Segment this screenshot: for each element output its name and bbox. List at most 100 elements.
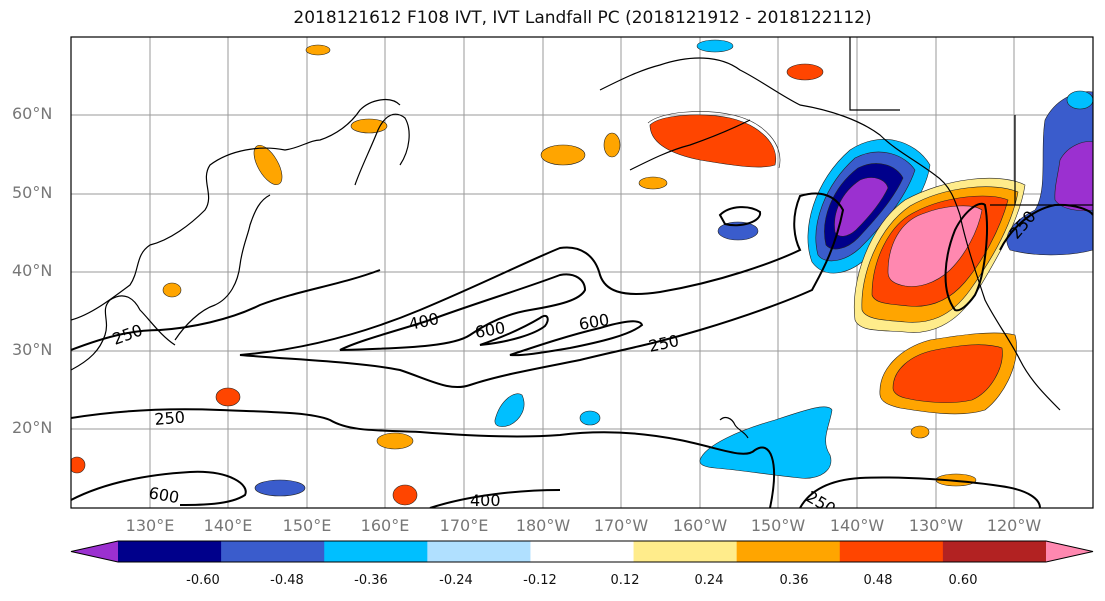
positive-patch-bering-outer: [647, 111, 781, 169]
positive-lobe-max: [887, 205, 983, 287]
colorbar-tick-label: 0.24: [694, 573, 724, 588]
colorbar-swatch: [633, 541, 738, 562]
colorbar-swatch: [736, 541, 841, 562]
contour-label: 600: [147, 483, 180, 507]
patch-small: [376, 432, 414, 450]
positive-region-south-core: [892, 344, 1003, 403]
coast-alaska: [599, 57, 961, 216]
contour-label: 250: [647, 331, 681, 356]
lat-label: 20°N: [12, 418, 53, 437]
lon-label: 170°E: [439, 516, 489, 535]
colorbar-tick-label: -0.60: [186, 573, 220, 588]
ivt-contours: [71, 192, 1093, 508]
coast-asia: [71, 98, 401, 321]
lat-label: 30°N: [12, 340, 53, 359]
contour-small: [718, 206, 762, 227]
patch-small: [540, 144, 586, 166]
patch-small: [215, 387, 241, 407]
patch-small: [638, 176, 668, 190]
colorbar: [70, 540, 1094, 563]
contour-400: [339, 273, 587, 351]
ivt-fill-regions: [71, 39, 1093, 506]
patch-small: [71, 456, 86, 474]
colorbar-tick-label: 0.60: [948, 573, 978, 588]
coast-hawaii: [719, 416, 749, 439]
lon-label: 130°E: [125, 516, 175, 535]
patch-small: [786, 63, 824, 81]
lon-label: 140°W: [829, 516, 885, 535]
contour-600-east: [509, 320, 644, 357]
lat-label: 40°N: [12, 261, 53, 280]
colorbar-tick-label: 0.48: [863, 573, 893, 588]
coast-korea-china: [71, 295, 176, 371]
colorbar-tick-label: -0.12: [523, 573, 557, 588]
contour-label: 250: [110, 320, 145, 348]
lon-label: 150°E: [282, 516, 332, 535]
contour-label: 600: [473, 318, 506, 342]
positive-patch-bering: [649, 114, 777, 168]
patch-small: [253, 145, 283, 185]
contour-label: 400: [470, 491, 501, 510]
coast-japan: [174, 194, 271, 341]
colorbar-tick-label: -0.48: [270, 573, 304, 588]
colorbar-tick-label: -0.24: [439, 573, 473, 588]
colorbar-swatch: [221, 541, 325, 562]
patch-small: [910, 425, 930, 439]
negative-patch-interior-core: [1054, 141, 1093, 211]
patch-small: [696, 39, 734, 53]
contour-250-main: [239, 192, 845, 389]
patch-small: [717, 221, 759, 241]
negative-lobe-max: [834, 177, 889, 237]
lon-label: 160°W: [672, 516, 728, 535]
patch-small: [603, 132, 621, 158]
lat-label: 50°N: [12, 183, 53, 202]
lon-label: 120°W: [986, 516, 1042, 535]
colorbar-tick-label: -0.36: [354, 573, 388, 588]
contour-label: 600: [577, 310, 610, 334]
contour-600-south: [71, 470, 247, 506]
colorbar-extend-max: [1046, 541, 1093, 562]
coast-aleutians: [629, 119, 751, 171]
patch-small: [579, 410, 601, 426]
lon-label: 170°W: [593, 516, 649, 535]
contour-250-landfall: [944, 202, 988, 312]
map-frame: [70, 36, 1094, 509]
colorbar-swatch: [427, 541, 531, 562]
contour-400-south: [429, 489, 561, 508]
patch-small: [1066, 90, 1093, 110]
map-title: 2018121612 F108 IVT, IVT Landfall PC (20…: [293, 8, 872, 28]
patch-small: [305, 44, 331, 56]
coast-kamchatka: [354, 113, 410, 186]
contour-250-north: [71, 269, 381, 351]
colorbar-extend-min: [71, 541, 118, 562]
contour-600-west: [479, 314, 549, 346]
negative-band-tropics: [699, 406, 833, 479]
lat-label: 60°N: [12, 104, 53, 123]
colorbar-swatch: [530, 541, 635, 562]
negative-band-west: [494, 393, 525, 427]
coastlines: [71, 37, 1093, 439]
colorbar-tick-label: 0.12: [610, 573, 640, 588]
coast-na-west: [959, 214, 1061, 411]
contour-250-south: [71, 408, 776, 508]
colorbar-swatch: [324, 541, 428, 562]
lon-label: 180°W: [515, 516, 571, 535]
patch-small: [350, 118, 388, 134]
colorbar-outline: [70, 540, 1094, 563]
lon-label: 130°W: [908, 516, 964, 535]
colorbar-swatch: [118, 541, 222, 562]
lon-label: 160°E: [360, 516, 410, 535]
colorbar-tick-label: 0.36: [779, 573, 809, 588]
colorbar-swatch: [839, 541, 944, 562]
patch-small: [392, 484, 418, 506]
lon-label: 140°E: [203, 516, 253, 535]
contour-label: 250: [803, 487, 839, 519]
border-bc-alaska: [849, 37, 900, 111]
contour-250-se: [799, 476, 1041, 508]
patch-small: [254, 479, 306, 497]
lon-label: 150°W: [750, 516, 806, 535]
contour-label: 250: [154, 407, 186, 429]
colorbar-swatch: [942, 541, 1047, 562]
patch-small: [162, 282, 182, 298]
